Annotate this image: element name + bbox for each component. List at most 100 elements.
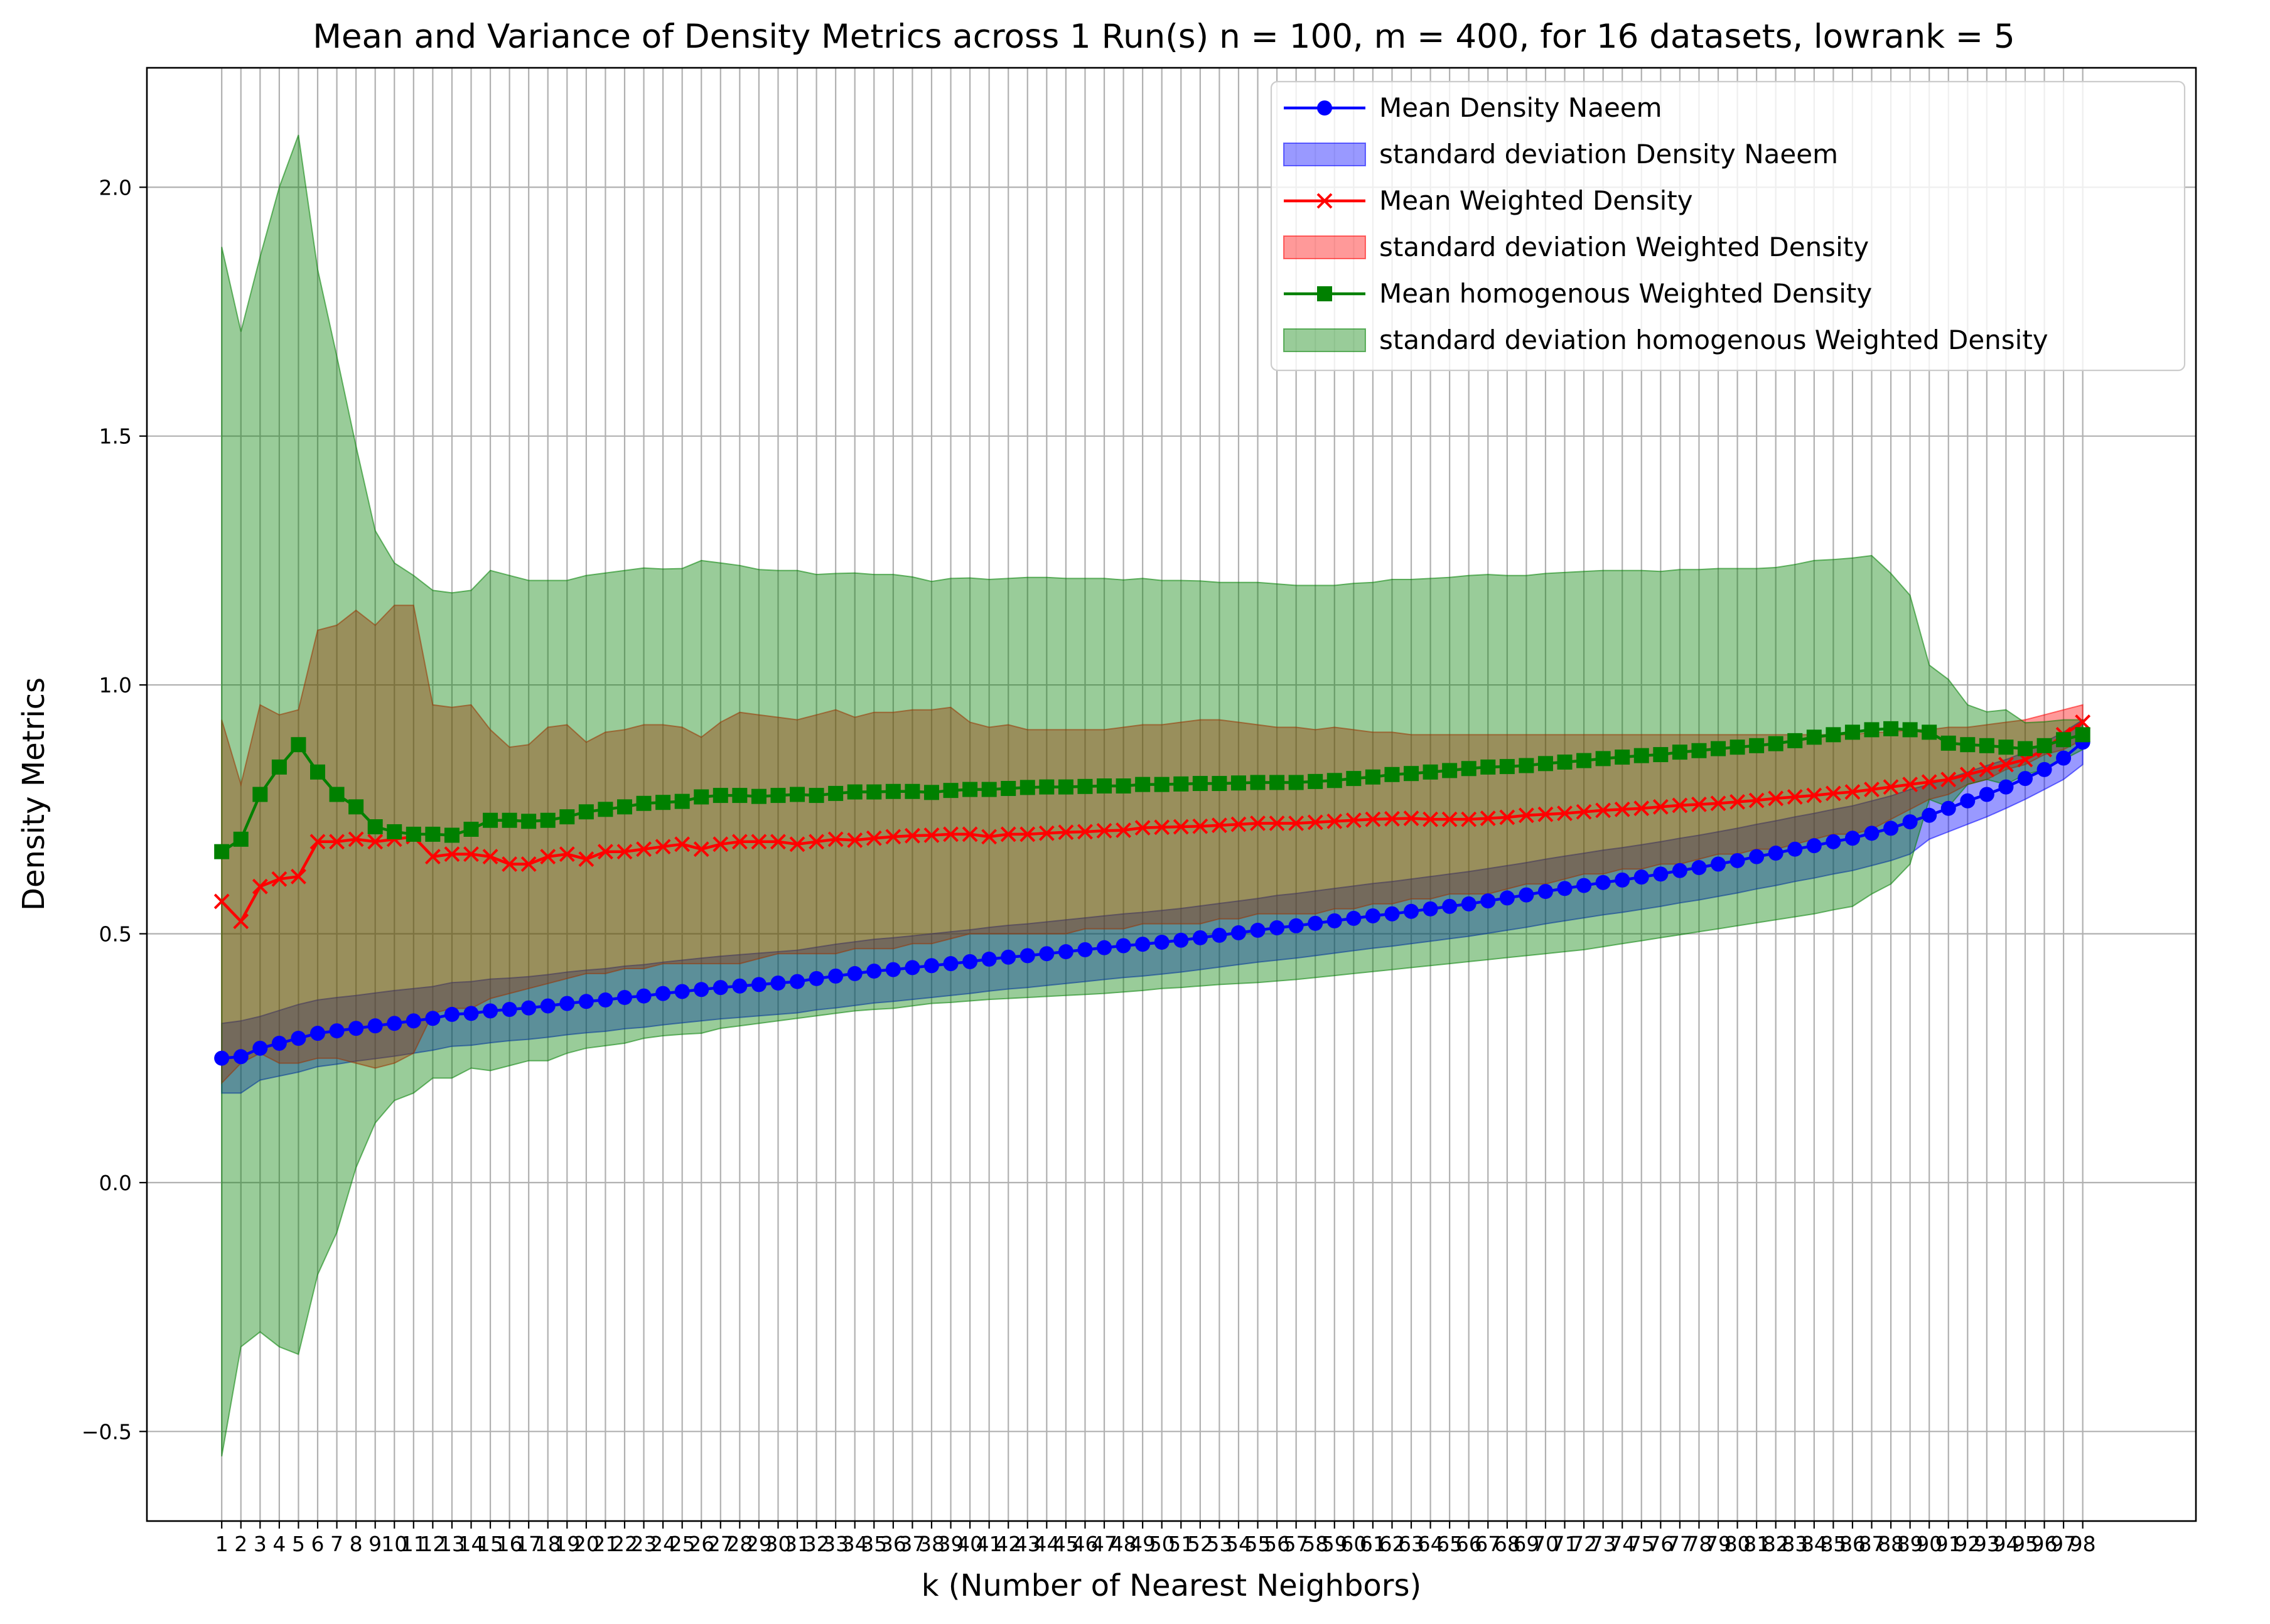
data-point [291, 868, 306, 885]
x-tick-label: 7 [330, 1532, 343, 1556]
data-point [1768, 790, 1784, 807]
data-point [309, 834, 326, 850]
x-tick-label: 49 [1129, 1532, 1156, 1556]
x-tick-label: 36 [880, 1532, 906, 1556]
data-point [1940, 800, 1956, 816]
data-point [1192, 930, 1208, 945]
data-point [1173, 819, 1189, 835]
data-point [1825, 785, 1841, 802]
data-point [1288, 918, 1304, 933]
data-point [1729, 793, 1745, 810]
legend-marker [1317, 286, 1332, 301]
data-point [1461, 896, 1477, 911]
data-point [828, 785, 844, 801]
x-tick-label: 15 [477, 1532, 503, 1556]
data-point [1615, 750, 1630, 765]
data-point [1480, 893, 1496, 909]
data-point [1960, 793, 1976, 809]
data-point [1614, 801, 1630, 817]
data-point [559, 996, 575, 1011]
series-markers [213, 714, 2091, 1066]
data-point [2036, 738, 2052, 753]
x-tick-label: 44 [1033, 1532, 1060, 1556]
data-point [1979, 761, 1995, 778]
x-tick-label: 59 [1321, 1532, 1348, 1556]
data-point [943, 826, 959, 842]
data-point [425, 1011, 441, 1026]
data-point [1384, 766, 1400, 782]
data-point [1633, 869, 1649, 885]
data-point [1423, 901, 1438, 917]
data-point [1442, 898, 1458, 914]
x-tick-label: 50 [1149, 1532, 1175, 1556]
x-tick-label: 46 [1072, 1532, 1098, 1556]
data-point [1711, 741, 1726, 756]
data-point [1288, 775, 1304, 790]
x-tick-label: 89 [1897, 1532, 1923, 1556]
data-point [1768, 846, 1783, 861]
data-point [694, 982, 709, 998]
data-point [616, 844, 633, 860]
data-point [1787, 733, 1803, 748]
data-point [751, 977, 767, 992]
data-point [1499, 890, 1515, 906]
data-point [655, 986, 671, 1001]
data-point [540, 849, 556, 865]
x-tick-label: 6 [311, 1532, 325, 1556]
data-point [1365, 769, 1380, 785]
data-point [540, 812, 556, 828]
data-point [1019, 780, 1035, 795]
data-point [1710, 795, 1726, 812]
x-tick-label: 28 [726, 1532, 753, 1556]
data-point [1423, 811, 1438, 827]
data-point [962, 826, 978, 842]
data-point [233, 1049, 249, 1065]
data-point [1442, 763, 1458, 778]
x-tick-label: 54 [1225, 1532, 1252, 1556]
legend-box [1270, 80, 2186, 372]
x-tick-label: 58 [1302, 1532, 1328, 1556]
data-point [1672, 863, 1687, 878]
data-point [348, 831, 364, 847]
data-point [1345, 812, 1362, 829]
data-point [598, 802, 613, 817]
data-point [1326, 913, 1342, 928]
x-tick-label: 62 [1379, 1532, 1405, 1556]
data-point [790, 974, 805, 989]
data-point [1365, 811, 1381, 827]
data-point [1806, 729, 1822, 745]
data-point [1787, 789, 1803, 805]
x-tick-label: 45 [1053, 1532, 1079, 1556]
data-point [271, 1035, 287, 1051]
chart-title: Mean and Variance of Density Metrics acr… [313, 18, 2015, 56]
x-tick-label: 91 [1935, 1532, 1962, 1556]
data-point [1404, 903, 1419, 919]
x-tick-label: 21 [592, 1532, 618, 1556]
data-point [329, 1023, 345, 1039]
data-point [1672, 745, 1687, 760]
x-tick-label: 68 [1494, 1532, 1520, 1556]
data-point [1940, 735, 1956, 751]
data-point [2036, 761, 2052, 777]
data-point [1519, 887, 1534, 903]
data-point [674, 793, 690, 809]
data-point [271, 759, 287, 775]
x-tick-label: 97 [2050, 1532, 2077, 1556]
legend-swatch [1283, 143, 1366, 166]
data-point [2075, 714, 2091, 730]
data-point [1326, 813, 1343, 829]
data-point [1000, 826, 1016, 842]
data-point [1192, 818, 1208, 834]
data-point [751, 834, 767, 850]
data-point [1135, 937, 1151, 952]
x-tick-label: 94 [1993, 1532, 2019, 1556]
legend-label: Mean Density Naeem [1379, 92, 1662, 123]
data-point [905, 783, 920, 799]
data-point [1211, 817, 1227, 834]
data-point [1806, 787, 1822, 804]
x-tick-label: 70 [1532, 1532, 1559, 1556]
data-point [1922, 807, 1937, 823]
data-point [367, 834, 384, 850]
x-tick-label: 95 [2012, 1532, 2038, 1556]
x-tick-label: 88 [1878, 1532, 1904, 1556]
